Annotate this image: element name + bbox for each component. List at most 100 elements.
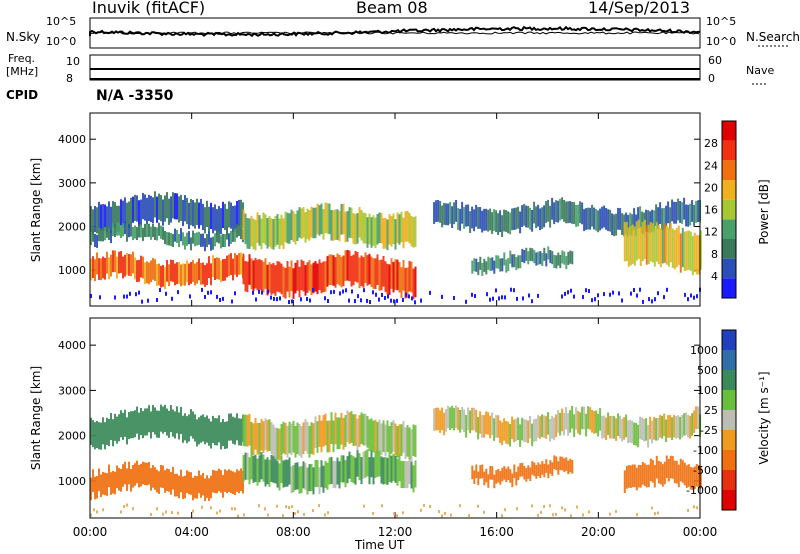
freq-tick-bottom: 8 [66,72,73,85]
power-cell [471,206,474,229]
power-cell [511,208,514,231]
power-cell [272,262,275,294]
power-cell [282,266,285,298]
velocity-cell [435,407,438,431]
velocity-cell [559,456,562,471]
power-cell [505,259,508,273]
xtick-label: 16:00 [479,525,514,539]
velocity-cell [621,418,624,442]
velocity-cell [146,408,148,436]
velocity-colorbar-tick: -1000 [686,484,718,497]
power-colorbar-tick: 12 [704,226,718,239]
power-speckle [495,288,497,293]
velocity-speckle [288,506,290,510]
velocity-cell [671,417,674,440]
power-cell [258,259,261,290]
velocity-cell [378,419,381,452]
velocity-speckle [156,507,158,511]
power-cell [527,205,530,228]
power-cell [184,236,186,250]
power-cell [529,207,532,230]
velocity-colorbar-swatch [722,390,736,410]
power-cell [316,263,319,295]
velocity-cell [162,406,164,434]
power-cell [108,257,110,280]
velocity-cell [372,420,375,453]
velocity-cell [651,460,654,483]
velocity-cell [414,460,417,488]
velocity-cell [108,419,110,447]
velocity-cell [396,426,399,458]
power-cell [100,204,102,231]
power-cell [483,258,486,272]
power-cell [230,253,232,275]
power-cell [374,258,377,289]
power-cell [330,210,333,241]
power-cell [212,236,214,250]
velocity-cell [675,460,678,484]
power-cell [567,201,570,224]
velocity-cell [525,468,528,482]
power-cell [583,209,586,231]
power-cell [485,208,488,231]
power-speckle [573,294,575,299]
power-cell [238,253,240,275]
power-cell [457,208,460,230]
power-speckle [177,290,179,295]
power-speckle [381,293,383,297]
power-speckle [630,291,632,296]
power-cell [124,197,126,224]
velocity-speckle [165,510,167,514]
power-colorbar-swatch [722,219,736,239]
power-cell [489,208,492,231]
velocity-cell [248,413,251,446]
velocity-cell [136,406,138,434]
power-cell [673,230,676,270]
power-cell [695,201,698,223]
power-speckle [333,289,335,294]
velocity-cell [192,477,194,501]
velocity-cell [106,417,108,445]
power-cell [388,214,391,245]
velocity-cell [641,417,644,441]
power-speckle [393,299,395,304]
velocity-speckle [516,507,518,511]
power-cell [483,208,486,231]
power-speckle [498,296,500,301]
velocity-cell [222,475,224,498]
velocity-cell [499,471,502,485]
power-cell [683,231,686,271]
velocity-cell [274,456,277,484]
power-cell [535,206,538,229]
power-cell [196,198,198,225]
power-cell [224,258,226,281]
velocity-cell [479,411,482,434]
power-cell [699,230,702,270]
velocity-colorbar-tick: 1000 [690,344,718,357]
velocity-cell [491,466,494,480]
power-cell [449,202,452,224]
power-speckle [306,297,308,301]
power-cell [138,200,140,227]
velocity-cell [471,465,474,480]
power-speckle [474,294,476,298]
power-cell [96,234,98,248]
power-cell [156,264,158,286]
velocity-cell [312,423,315,455]
power-cell [487,256,490,270]
power-speckle [342,289,344,294]
velocity-cell [459,410,462,433]
power-cell [196,232,198,246]
velocity-cell [246,415,249,447]
ytick-label: 3000 [58,384,86,397]
power-cell [140,255,142,278]
velocity-cell [334,412,337,445]
velocity-cell [655,418,658,441]
power-speckle [279,296,281,301]
power-cell [268,262,271,293]
power-cell [158,263,160,286]
velocity-colorbar-frame [721,329,737,511]
velocity-cell [509,424,512,447]
power-colorbar-swatch [722,278,736,298]
